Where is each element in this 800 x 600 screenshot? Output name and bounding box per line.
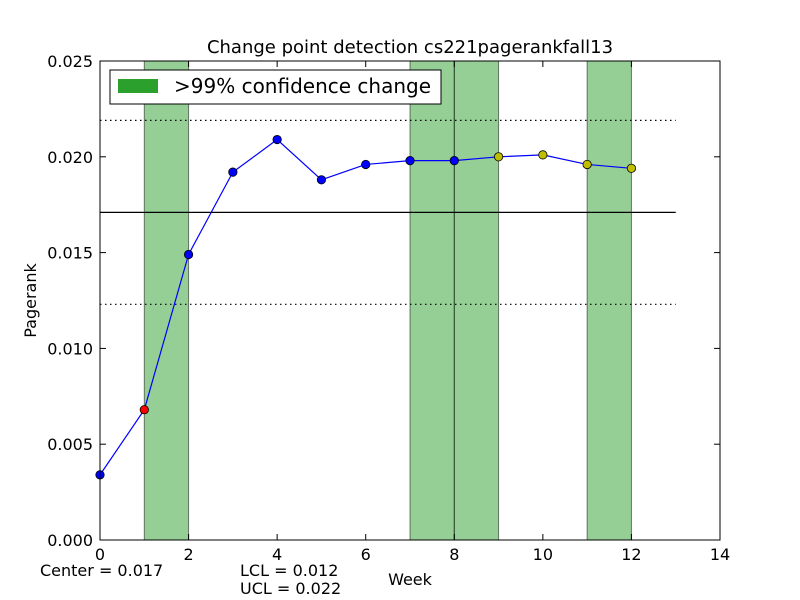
y-tick-label: 0.005 [47, 435, 93, 454]
y-tick-label: 0.020 [47, 148, 93, 167]
y-axis-label: Pagerank [21, 263, 40, 338]
change-region-0 [143, 60, 190, 541]
x-axis-label: Week [388, 570, 433, 589]
x-tick-label: 8 [449, 545, 459, 564]
data-point [405, 156, 415, 166]
x-tick-label: 0 [95, 545, 105, 564]
x-tick-label: 10 [533, 545, 553, 564]
y-tick-label: 0.000 [47, 531, 93, 550]
legend-label: >99% confidence change [174, 74, 431, 98]
data-point [493, 152, 504, 162]
change-region-1 [409, 60, 455, 541]
data-point [272, 134, 282, 145]
data-point [538, 150, 548, 160]
x-tick-label: 12 [621, 545, 641, 564]
data-point [582, 159, 592, 170]
data-point [183, 249, 194, 260]
ticks: 0 2 4 6 8 10 12 14 0.000 0.005 0.010 0.015 0.020 0.02… [47, 52, 730, 564]
lcl-annotation: LCL = 0.012 [240, 561, 339, 580]
y-tick-label: 0.025 [47, 52, 93, 71]
y-tick-label: 0.010 [47, 339, 93, 358]
control-lines [100, 119, 676, 305]
data-point [361, 159, 371, 170]
series-group [95, 134, 637, 480]
y-tick-label: 0.015 [47, 244, 93, 263]
data-point [626, 163, 637, 173]
data-point [449, 156, 459, 166]
change-regions [143, 60, 632, 541]
data-point [228, 167, 238, 177]
ucl-annotation: UCL = 0.022 [240, 579, 342, 598]
plot-frame [99, 60, 721, 541]
x-tick-label: 14 [710, 545, 730, 564]
data-point [139, 405, 149, 415]
change-region-3 [586, 60, 632, 541]
legend: >99% confidence change [109, 69, 442, 105]
x-tick-label: 2 [183, 545, 193, 564]
x-tick-label: 4 [272, 545, 282, 564]
data-point [316, 175, 327, 185]
legend-box [109, 69, 442, 105]
center-annotation: Center = 0.017 [40, 561, 164, 580]
legend-swatch [118, 79, 158, 93]
chart-title: Change point detection cs221pagerankfall… [207, 37, 613, 58]
change-region-2 [453, 60, 500, 541]
x-tick-label: 6 [361, 545, 371, 564]
